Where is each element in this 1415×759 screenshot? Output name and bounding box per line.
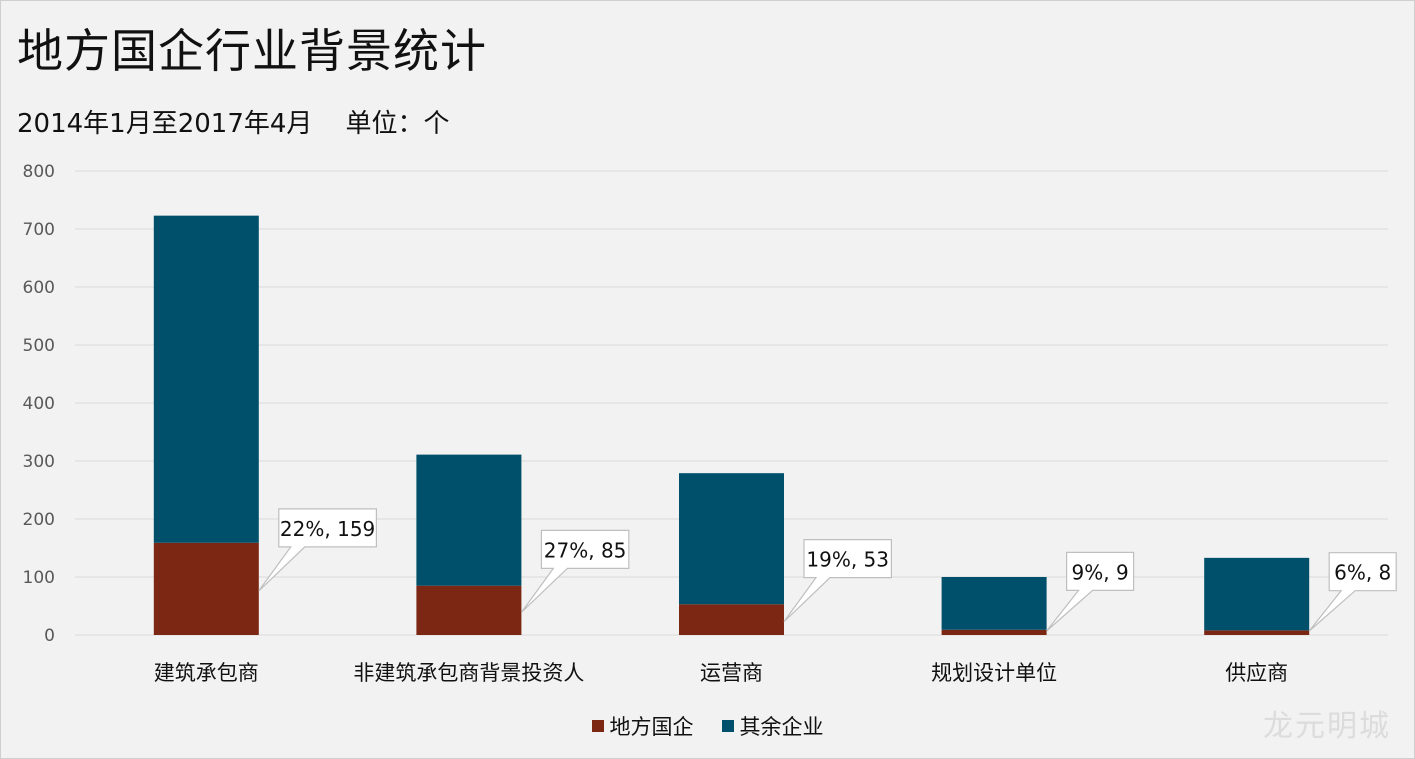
bar-others (416, 454, 522, 586)
legend-label-others: 其余企业 (739, 715, 824, 739)
bar-local-soe (1204, 630, 1310, 635)
bar-local-soe (153, 542, 259, 635)
bar-local-soe (679, 604, 784, 635)
y-tick-label: 700 (23, 220, 55, 240)
legend-swatch-local-soe (591, 720, 604, 732)
bar-others (941, 577, 1047, 630)
legend-label-local-soe: 地方国企 (609, 715, 694, 739)
data-label-callout (1046, 551, 1135, 632)
x-tick-label: 运营商 (700, 661, 763, 685)
x-tick-label: 规划设计单位 (931, 661, 1057, 685)
x-tick-label: 供应商 (1225, 661, 1288, 685)
legend-item-others: 其余企业 (721, 711, 824, 741)
data-label-callout (783, 539, 892, 623)
y-tick-label: 500 (23, 336, 55, 356)
y-tick-label: 400 (23, 394, 55, 414)
chart-subtitle: 2014年1月至2017年4月 单位：个 (17, 109, 450, 139)
bar-local-soe (941, 629, 1047, 635)
x-tick-label: 建筑承包商 (154, 661, 259, 685)
chart-title: 地方国企行业背景统计 (17, 24, 487, 78)
bar-others (679, 473, 784, 605)
y-tick-label: 200 (23, 510, 55, 530)
y-tick-label: 100 (23, 568, 55, 588)
y-tick-label: 300 (23, 452, 55, 472)
x-tick-label: 非建筑承包商背景投资人 (353, 661, 584, 685)
data-label-callout (1308, 552, 1397, 632)
data-label: 27%, 85 (544, 538, 627, 562)
data-label: 19%, 53 (806, 548, 889, 572)
data-label-callout (520, 529, 630, 613)
bar-others (153, 215, 259, 543)
data-label: 22%, 159 (280, 517, 375, 541)
bar-others (1204, 557, 1310, 631)
y-tick-label: 600 (23, 278, 55, 298)
y-tick-label: 800 (23, 162, 55, 182)
legend: 地方国企 其余企业 (0, 711, 1415, 741)
y-tick-label: 0 (44, 626, 55, 646)
watermark: 龙元明城 (1263, 709, 1391, 744)
data-label: 9%, 9 (1072, 560, 1129, 584)
data-label: 6%, 8 (1334, 561, 1391, 585)
data-label-callout (258, 508, 377, 592)
legend-item-local-soe: 地方国企 (591, 711, 694, 741)
bar-local-soe (416, 585, 522, 635)
legend-swatch-others (721, 720, 734, 732)
